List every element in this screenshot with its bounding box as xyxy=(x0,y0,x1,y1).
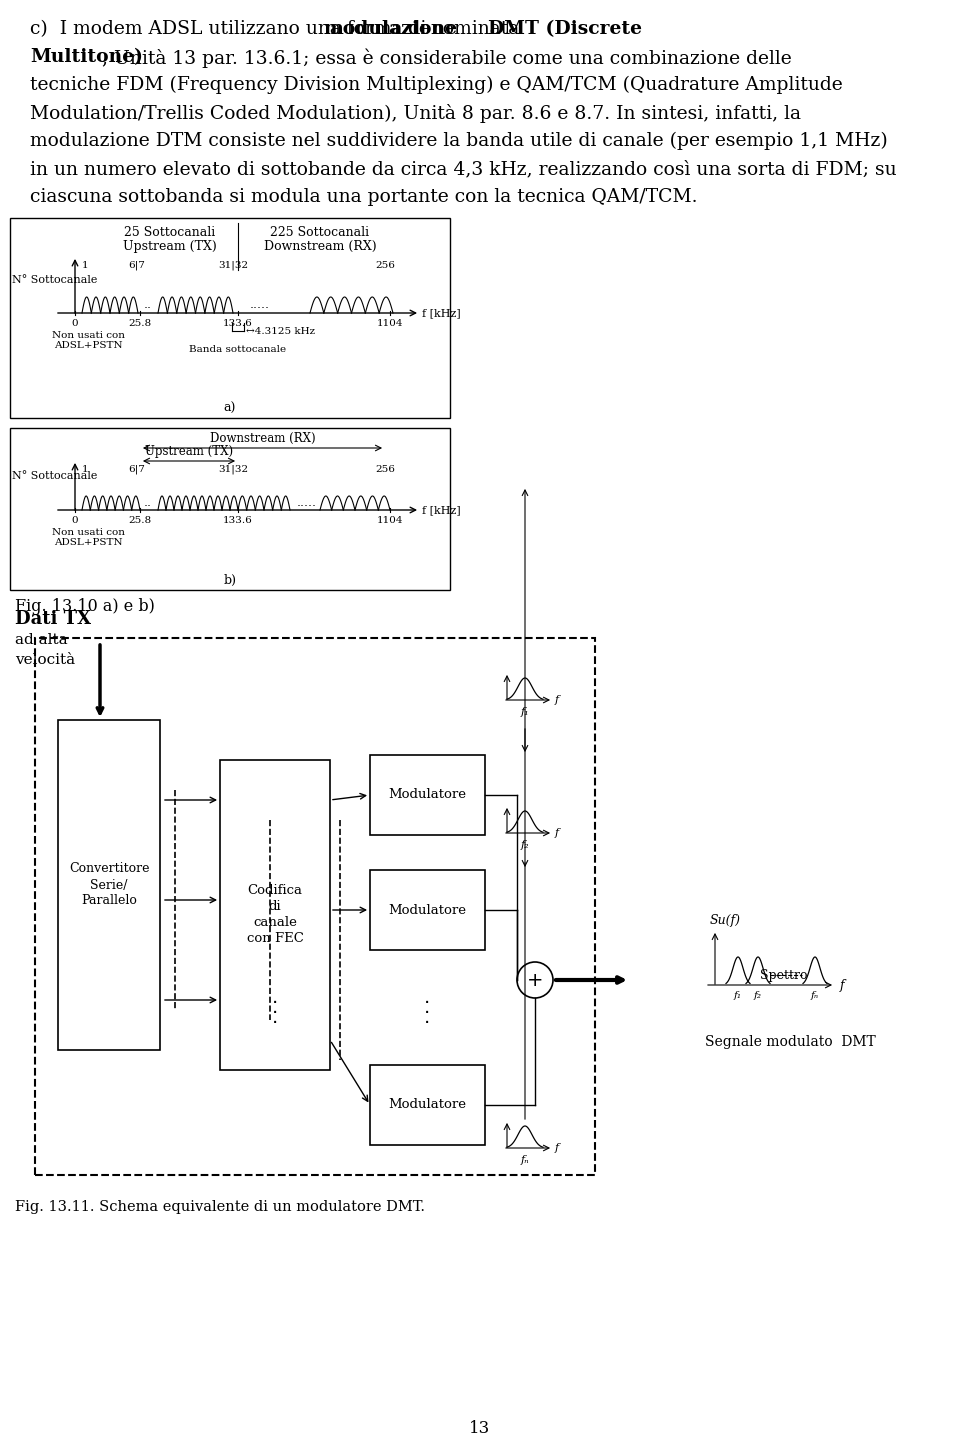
Text: f₁: f₁ xyxy=(734,991,742,1000)
FancyBboxPatch shape xyxy=(35,638,595,1175)
Bar xyxy=(370,871,485,950)
Text: Upstream (TX): Upstream (TX) xyxy=(123,239,217,252)
Text: .: . xyxy=(424,988,431,1007)
Text: .: . xyxy=(424,1008,431,1027)
Text: 133.6: 133.6 xyxy=(223,319,252,328)
Bar xyxy=(58,720,160,1051)
Text: 13: 13 xyxy=(469,1421,491,1436)
Bar xyxy=(370,755,485,834)
Text: N° Sottocanale: N° Sottocanale xyxy=(12,472,97,480)
Text: Modulatore: Modulatore xyxy=(389,904,467,917)
Text: Spettro: Spettro xyxy=(760,969,807,982)
Text: 25.8: 25.8 xyxy=(129,319,152,328)
Text: +: + xyxy=(527,971,543,990)
Text: Dati TX: Dati TX xyxy=(15,609,91,628)
Text: Modulation/Trellis Coded Modulation), Unità 8 par. 8.6 e 8.7. In sintesi, infatt: Modulation/Trellis Coded Modulation), Un… xyxy=(30,104,801,123)
Text: Convertitore: Convertitore xyxy=(69,862,149,875)
Text: Parallelo: Parallelo xyxy=(81,894,137,907)
Text: 256: 256 xyxy=(375,261,395,270)
Text: 225 Sottocanali: 225 Sottocanali xyxy=(271,226,370,239)
Text: Downstream (RX): Downstream (RX) xyxy=(264,239,376,252)
Text: 25 Sottocanali: 25 Sottocanali xyxy=(125,226,216,239)
Text: 31|32: 31|32 xyxy=(218,261,248,270)
Text: fₙ: fₙ xyxy=(520,1155,529,1165)
Bar xyxy=(370,1065,485,1145)
Text: ..: .. xyxy=(144,299,152,312)
Text: .: . xyxy=(272,988,278,1007)
Text: f₂: f₂ xyxy=(754,991,762,1000)
Text: ad alta: ad alta xyxy=(15,633,67,647)
Text: f: f xyxy=(555,695,559,705)
Text: 1: 1 xyxy=(82,464,88,474)
Text: .: . xyxy=(272,998,278,1017)
Text: modulazione: modulazione xyxy=(324,20,457,38)
Text: f: f xyxy=(555,829,559,839)
Text: .: . xyxy=(272,1008,278,1027)
Text: Upstream (TX): Upstream (TX) xyxy=(145,445,233,459)
Text: fₙ: fₙ xyxy=(811,991,819,1000)
Text: canale: canale xyxy=(253,917,297,930)
Text: ciascuna sottobanda si modula una portante con la tecnica QAM/TCM.: ciascuna sottobanda si modula una portan… xyxy=(30,189,698,206)
Text: denominata: denominata xyxy=(402,20,525,38)
Text: f: f xyxy=(840,978,845,991)
Text: Banda sottocanale: Banda sottocanale xyxy=(189,345,287,354)
Text: ↔4.3125 kHz: ↔4.3125 kHz xyxy=(246,326,315,335)
Text: f₁: f₁ xyxy=(520,707,529,717)
Text: Fig. 13.11. Schema equivalente di un modulatore DMT.: Fig. 13.11. Schema equivalente di un mod… xyxy=(15,1200,425,1214)
Bar xyxy=(10,218,450,418)
Text: con FEC: con FEC xyxy=(247,933,303,946)
Text: a): a) xyxy=(224,402,236,415)
Text: Non usati con: Non usati con xyxy=(52,331,125,340)
Text: f₂: f₂ xyxy=(520,840,529,850)
Text: 6|7: 6|7 xyxy=(129,464,145,474)
Text: f: f xyxy=(555,1143,559,1154)
Text: modulazione DTM consiste nel suddividere la banda utile di canale (per esempio 1: modulazione DTM consiste nel suddividere… xyxy=(30,132,888,151)
Text: ADSL+PSTN: ADSL+PSTN xyxy=(54,538,122,547)
Text: b): b) xyxy=(224,575,236,588)
Text: .: . xyxy=(424,998,431,1017)
Text: 256: 256 xyxy=(375,464,395,474)
Text: Multitone): Multitone) xyxy=(30,48,143,65)
Text: 1104: 1104 xyxy=(376,517,403,525)
Bar xyxy=(220,760,330,1069)
Text: Serie/: Serie/ xyxy=(90,878,128,891)
Text: f [kHz]: f [kHz] xyxy=(422,308,461,318)
Text: , Unità 13 par. 13.6.1; essa è considerabile come una combinazione delle: , Unità 13 par. 13.6.1; essa è considera… xyxy=(102,48,791,68)
Text: f [kHz]: f [kHz] xyxy=(422,505,461,515)
Text: 25.8: 25.8 xyxy=(129,517,152,525)
Text: velocità: velocità xyxy=(15,653,75,667)
Text: 0: 0 xyxy=(72,319,79,328)
Text: tecniche FDM (Frequency Division Multiplexing) e QAM/TCM (Quadrature Amplitude: tecniche FDM (Frequency Division Multipl… xyxy=(30,75,843,94)
Text: di: di xyxy=(269,901,281,914)
Bar xyxy=(10,428,450,591)
Text: Downstream (RX): Downstream (RX) xyxy=(209,432,315,445)
Text: Codifica: Codifica xyxy=(248,885,302,898)
Text: 1: 1 xyxy=(82,261,88,270)
Text: 6|7: 6|7 xyxy=(129,261,145,270)
Text: .....: ..... xyxy=(250,299,270,312)
Text: Fig. 13.10 a) e b): Fig. 13.10 a) e b) xyxy=(15,598,155,615)
Text: ADSL+PSTN: ADSL+PSTN xyxy=(54,341,122,350)
Circle shape xyxy=(517,962,553,998)
Text: .....: ..... xyxy=(297,496,317,509)
Text: DMT (Discrete: DMT (Discrete xyxy=(488,20,641,38)
Text: ..: .. xyxy=(144,496,152,509)
Text: 31|32: 31|32 xyxy=(218,464,248,474)
Text: 0: 0 xyxy=(72,517,79,525)
Text: N° Sottocanale: N° Sottocanale xyxy=(12,276,97,284)
Text: Su(f): Su(f) xyxy=(710,914,741,927)
Text: Non usati con: Non usati con xyxy=(52,528,125,537)
Text: c)  I modem ADSL utilizzano una forma di: c) I modem ADSL utilizzano una forma di xyxy=(30,20,432,38)
Text: Modulatore: Modulatore xyxy=(389,1098,467,1111)
Text: Segnale modulato  DMT: Segnale modulato DMT xyxy=(705,1035,876,1049)
Text: 1104: 1104 xyxy=(376,319,403,328)
Text: Modulatore: Modulatore xyxy=(389,788,467,801)
Text: 133.6: 133.6 xyxy=(223,517,252,525)
Text: in un numero elevato di sottobande da circa 4,3 kHz, realizzando così una sorta : in un numero elevato di sottobande da ci… xyxy=(30,160,897,178)
